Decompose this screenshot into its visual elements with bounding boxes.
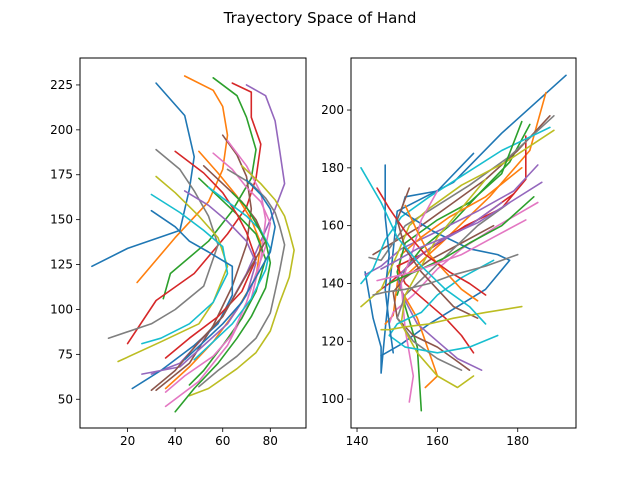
figure-title: Trayectory Space of Hand xyxy=(223,9,417,27)
left-subplot-ticks: 20 40 60 80 50 75 100 125 150 175 200 225 xyxy=(50,78,278,448)
y-tick-label: 150 xyxy=(50,213,73,227)
right-subplot-ticks: 140 160 180 100 120 140 160 180 200 xyxy=(321,103,529,448)
series-line-0 xyxy=(91,82,195,268)
x-tick-label: 80 xyxy=(263,434,278,448)
series-line-9 xyxy=(360,126,551,285)
left-subplot-frame xyxy=(79,57,307,429)
series-line-8 xyxy=(117,175,229,363)
series-line-6 xyxy=(388,201,539,325)
series-line-12 xyxy=(396,120,523,412)
right-subplot-lines xyxy=(360,74,567,412)
x-tick-label: 140 xyxy=(346,434,369,448)
y-tick-label: 140 xyxy=(321,276,344,290)
series-line-9 xyxy=(141,193,229,345)
series-line-2 xyxy=(162,77,257,300)
left-subplot-lines xyxy=(91,75,295,413)
series-line-7 xyxy=(107,148,219,340)
y-tick-label: 50 xyxy=(58,392,73,406)
series-line-14 xyxy=(141,190,257,375)
series-line-16 xyxy=(400,190,439,403)
x-tick-label: 180 xyxy=(506,434,529,448)
right-subplot-frame xyxy=(350,57,577,429)
y-tick-label: 175 xyxy=(50,168,73,182)
x-tick-label: 40 xyxy=(168,434,183,448)
series-line-25 xyxy=(396,187,479,320)
y-tick-label: 160 xyxy=(321,219,344,233)
x-tick-label: 160 xyxy=(426,434,449,448)
series-line-17 xyxy=(198,168,286,388)
left-subplot: 20 40 60 80 50 75 100 125 150 175 200 225 xyxy=(50,57,307,448)
series-line-16 xyxy=(164,152,272,393)
series-line-7 xyxy=(368,115,555,262)
series-line-23 xyxy=(376,187,487,296)
series-line-13 xyxy=(396,193,515,354)
x-tick-label: 60 xyxy=(215,434,230,448)
series-line-21 xyxy=(183,179,276,361)
series-line-13 xyxy=(164,150,257,359)
series-line-1 xyxy=(384,91,547,325)
series-line-5 xyxy=(372,115,551,256)
series-line-26 xyxy=(376,219,527,282)
y-tick-label: 75 xyxy=(58,347,73,361)
series-line-29 xyxy=(360,167,487,325)
series-line-28 xyxy=(380,305,523,331)
y-tick-label: 125 xyxy=(50,258,73,272)
series-line-8 xyxy=(360,129,555,308)
y-tick-label: 100 xyxy=(321,392,344,406)
series-line-1 xyxy=(136,75,229,284)
y-tick-label: 100 xyxy=(50,302,73,316)
series-line-24 xyxy=(380,181,543,270)
series-line-27 xyxy=(372,253,519,296)
series-line-22 xyxy=(388,196,535,285)
series-line-12 xyxy=(188,177,267,386)
series-line-10 xyxy=(131,209,234,390)
y-tick-label: 225 xyxy=(50,78,73,92)
series-line-18 xyxy=(188,165,295,397)
y-tick-label: 200 xyxy=(321,103,344,117)
series-line-20 xyxy=(384,164,395,354)
series-line-19 xyxy=(193,186,272,361)
y-tick-label: 180 xyxy=(321,161,344,175)
series-line-4 xyxy=(364,164,539,276)
y-tick-label: 120 xyxy=(321,334,344,348)
series-line-20 xyxy=(174,191,272,413)
series-line-11 xyxy=(164,150,262,390)
series-line-15 xyxy=(392,224,495,372)
series-line-18 xyxy=(400,178,487,389)
x-tick-label: 20 xyxy=(120,434,135,448)
y-tick-label: 200 xyxy=(50,123,73,137)
right-subplot: 140 160 180 100 120 140 160 180 200 xyxy=(321,57,577,448)
